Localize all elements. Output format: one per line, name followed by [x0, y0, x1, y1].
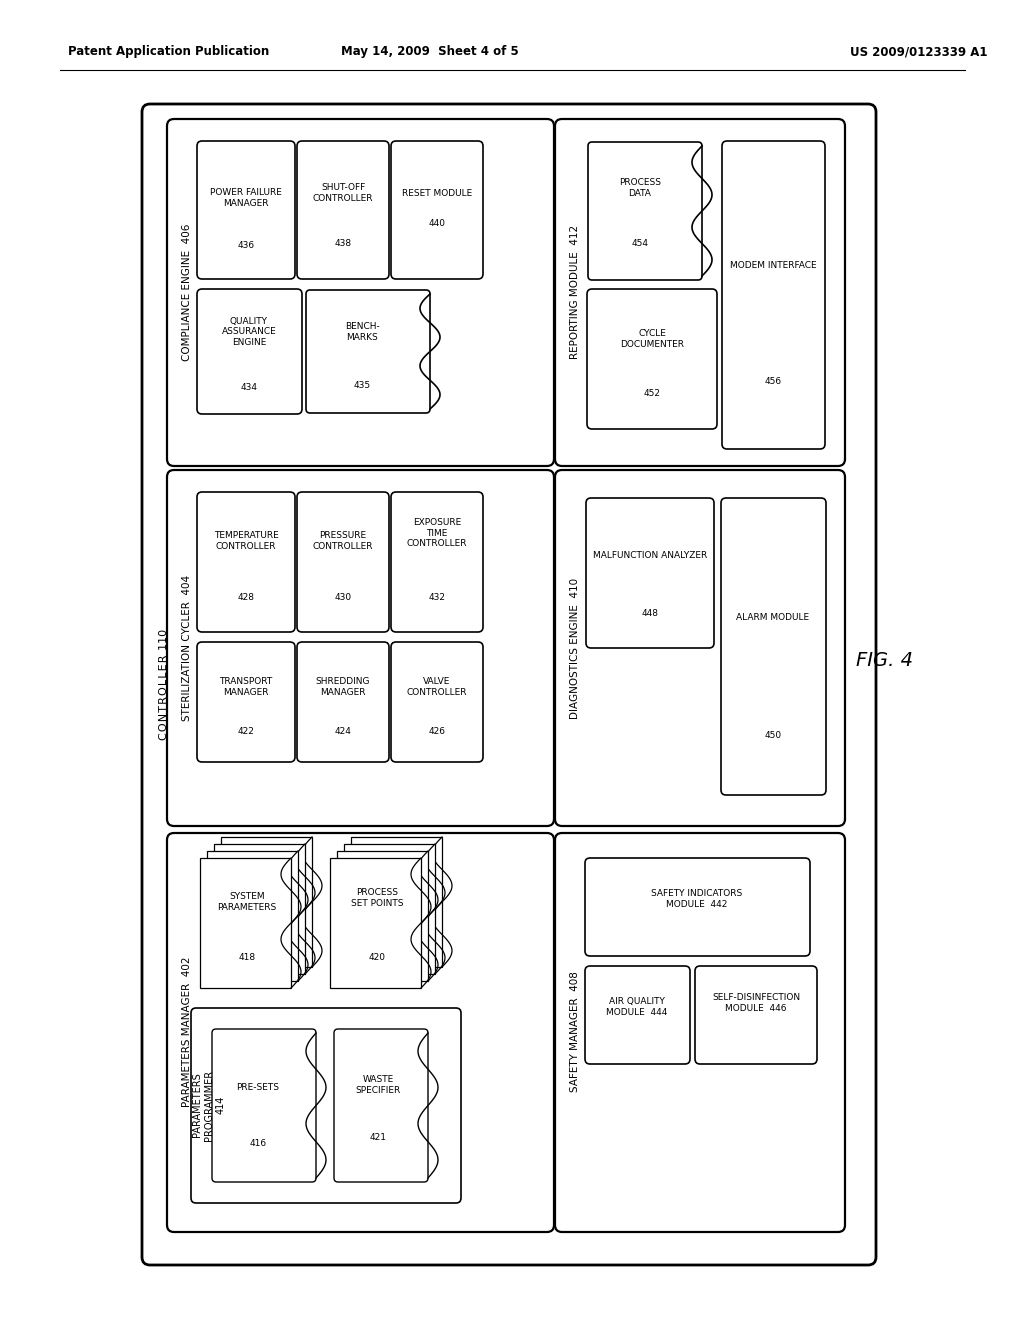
- Text: TRANSPORT
MANAGER: TRANSPORT MANAGER: [219, 677, 272, 697]
- Text: COMPLIANCE ENGINE  406: COMPLIANCE ENGINE 406: [182, 223, 193, 360]
- Text: RESET MODULE: RESET MODULE: [401, 189, 472, 198]
- Text: 428: 428: [238, 593, 255, 602]
- Text: MODEM INTERFACE: MODEM INTERFACE: [730, 261, 816, 271]
- Text: ALARM MODULE: ALARM MODULE: [736, 614, 810, 623]
- Text: 436: 436: [238, 242, 255, 251]
- FancyBboxPatch shape: [721, 498, 826, 795]
- FancyBboxPatch shape: [167, 119, 554, 466]
- Text: BENCH-
MARKS: BENCH- MARKS: [345, 322, 379, 342]
- Text: QUALITY
ASSURANCE
ENGINE: QUALITY ASSURANCE ENGINE: [221, 317, 276, 347]
- Text: 440: 440: [428, 219, 445, 228]
- FancyBboxPatch shape: [722, 141, 825, 449]
- FancyBboxPatch shape: [330, 858, 421, 987]
- FancyBboxPatch shape: [585, 858, 810, 956]
- FancyBboxPatch shape: [586, 498, 714, 648]
- FancyBboxPatch shape: [297, 642, 389, 762]
- Text: 456: 456: [765, 376, 781, 385]
- Text: 452: 452: [643, 389, 660, 399]
- Text: TEMPERATURE
CONTROLLER: TEMPERATURE CONTROLLER: [214, 531, 279, 550]
- FancyBboxPatch shape: [221, 837, 312, 968]
- Text: US 2009/0123339 A1: US 2009/0123339 A1: [850, 45, 987, 58]
- FancyBboxPatch shape: [391, 492, 483, 632]
- Text: SAFETY INDICATORS
MODULE  442: SAFETY INDICATORS MODULE 442: [651, 890, 742, 908]
- Text: SHUT-OFF
CONTROLLER: SHUT-OFF CONTROLLER: [312, 183, 374, 203]
- Text: May 14, 2009  Sheet 4 of 5: May 14, 2009 Sheet 4 of 5: [341, 45, 519, 58]
- FancyBboxPatch shape: [555, 833, 845, 1232]
- Text: 448: 448: [641, 609, 658, 618]
- Text: EXPOSURE
TIME
CONTROLLER: EXPOSURE TIME CONTROLLER: [407, 519, 467, 548]
- Text: C O N T R O L L E R  110: C O N T R O L L E R 110: [159, 628, 169, 739]
- FancyBboxPatch shape: [555, 119, 845, 466]
- FancyBboxPatch shape: [337, 851, 428, 981]
- Text: 420: 420: [369, 953, 385, 962]
- FancyBboxPatch shape: [197, 141, 295, 279]
- Text: WASTE
SPECIFIER: WASTE SPECIFIER: [355, 1076, 400, 1094]
- Text: PRE-SETS: PRE-SETS: [237, 1084, 280, 1093]
- FancyBboxPatch shape: [191, 1008, 461, 1203]
- Text: PROCESS
DATA: PROCESS DATA: [618, 178, 662, 198]
- FancyBboxPatch shape: [587, 289, 717, 429]
- Text: SHREDDING
MANAGER: SHREDDING MANAGER: [315, 677, 371, 697]
- Text: PROCESS
SET POINTS: PROCESS SET POINTS: [351, 888, 403, 908]
- Text: REPORTING MODULE  412: REPORTING MODULE 412: [570, 224, 580, 359]
- Text: 454: 454: [632, 239, 648, 248]
- FancyBboxPatch shape: [197, 492, 295, 632]
- FancyBboxPatch shape: [351, 837, 442, 968]
- Text: AIR QUALITY
MODULE  444: AIR QUALITY MODULE 444: [606, 998, 668, 1016]
- Text: SYSTEM
PARAMETERS: SYSTEM PARAMETERS: [217, 892, 276, 912]
- FancyBboxPatch shape: [197, 642, 295, 762]
- FancyBboxPatch shape: [585, 966, 690, 1064]
- Text: CYCLE
DOCUMENTER: CYCLE DOCUMENTER: [620, 329, 684, 348]
- Text: SELF-DISINFECTION
MODULE  446: SELF-DISINFECTION MODULE 446: [712, 993, 800, 1012]
- FancyBboxPatch shape: [200, 858, 291, 987]
- Text: 426: 426: [428, 726, 445, 735]
- Text: PARAMETERS
PROGRAMMER
414: PARAMETERS PROGRAMMER 414: [193, 1069, 225, 1140]
- Text: STERILIZATION CYCLER  404: STERILIZATION CYCLER 404: [182, 576, 193, 721]
- Text: 424: 424: [335, 726, 351, 735]
- FancyBboxPatch shape: [344, 843, 435, 974]
- Text: VALVE
CONTROLLER: VALVE CONTROLLER: [407, 677, 467, 697]
- FancyBboxPatch shape: [391, 642, 483, 762]
- Text: DIAGNOSTICS ENGINE  410: DIAGNOSTICS ENGINE 410: [570, 577, 580, 718]
- Text: PRESSURE
CONTROLLER: PRESSURE CONTROLLER: [312, 531, 374, 550]
- FancyBboxPatch shape: [167, 833, 554, 1232]
- FancyBboxPatch shape: [391, 141, 483, 279]
- FancyBboxPatch shape: [212, 1030, 316, 1181]
- Text: 434: 434: [241, 383, 257, 392]
- FancyBboxPatch shape: [297, 492, 389, 632]
- FancyBboxPatch shape: [306, 290, 430, 413]
- Text: POWER FAILURE
MANAGER: POWER FAILURE MANAGER: [210, 189, 282, 207]
- FancyBboxPatch shape: [334, 1030, 428, 1181]
- FancyBboxPatch shape: [695, 966, 817, 1064]
- Text: 418: 418: [239, 953, 256, 962]
- Text: 432: 432: [428, 593, 445, 602]
- Text: 430: 430: [335, 593, 351, 602]
- Text: 438: 438: [335, 239, 351, 248]
- FancyBboxPatch shape: [555, 470, 845, 826]
- FancyBboxPatch shape: [197, 289, 302, 414]
- Text: FIG. 4: FIG. 4: [856, 651, 913, 669]
- Text: MALFUNCTION ANALYZER: MALFUNCTION ANALYZER: [593, 552, 708, 561]
- FancyBboxPatch shape: [214, 843, 305, 974]
- Text: Patent Application Publication: Patent Application Publication: [68, 45, 269, 58]
- Text: 416: 416: [250, 1138, 266, 1147]
- FancyBboxPatch shape: [297, 141, 389, 279]
- FancyBboxPatch shape: [207, 851, 298, 981]
- FancyBboxPatch shape: [167, 470, 554, 826]
- Text: 435: 435: [353, 380, 371, 389]
- Text: 422: 422: [238, 726, 254, 735]
- Text: SAFETY MANAGER  408: SAFETY MANAGER 408: [570, 972, 580, 1093]
- FancyBboxPatch shape: [588, 143, 702, 280]
- Text: PARAMETERS MANAGER  402: PARAMETERS MANAGER 402: [182, 957, 193, 1107]
- FancyBboxPatch shape: [142, 104, 876, 1265]
- Text: 421: 421: [370, 1134, 386, 1143]
- Text: 450: 450: [765, 730, 781, 739]
